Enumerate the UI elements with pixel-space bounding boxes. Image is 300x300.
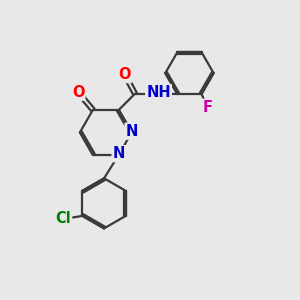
Text: F: F bbox=[202, 100, 212, 115]
Text: Cl: Cl bbox=[56, 211, 71, 226]
Text: N: N bbox=[112, 146, 125, 161]
Text: O: O bbox=[72, 85, 84, 100]
Text: NH: NH bbox=[146, 85, 171, 100]
Text: O: O bbox=[118, 67, 131, 82]
Text: N: N bbox=[126, 124, 138, 139]
